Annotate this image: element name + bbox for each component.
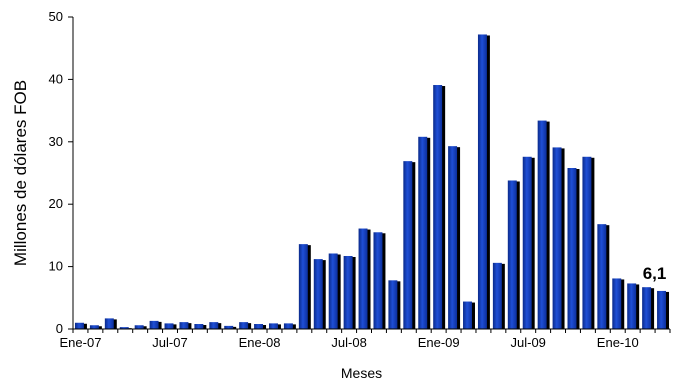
- bar: [298, 244, 308, 329]
- bar: [164, 323, 174, 329]
- x-tick-label: Jul-09: [511, 335, 546, 350]
- bar: [283, 323, 293, 329]
- bar: [463, 301, 472, 329]
- bar: [418, 136, 428, 329]
- bar: [537, 120, 547, 329]
- bar: [627, 283, 637, 329]
- bar: [582, 156, 592, 329]
- bar: [194, 324, 204, 329]
- bar: [134, 325, 144, 329]
- bar: [209, 322, 219, 329]
- y-tick-label: 30: [49, 134, 63, 149]
- bar: [492, 262, 502, 329]
- x-tick-label: Jul-07: [152, 335, 187, 350]
- bar: [224, 325, 234, 329]
- bar: [343, 255, 353, 329]
- labels-group: 6,1: [643, 264, 667, 283]
- bar: [358, 228, 368, 329]
- bar: [254, 324, 264, 329]
- y-tick-label: 40: [49, 71, 63, 86]
- bar: [612, 278, 622, 329]
- bar: [239, 322, 249, 329]
- bar: [313, 259, 323, 329]
- bar: [448, 146, 458, 329]
- bar: [522, 156, 532, 329]
- bar: [477, 34, 487, 330]
- bar: [74, 322, 84, 329]
- bar: [388, 280, 398, 329]
- x-tick-label: Ene-07: [60, 335, 102, 350]
- x-tick-label: Ene-08: [239, 335, 281, 350]
- y-tick-label: 50: [49, 9, 63, 24]
- bar: [328, 253, 338, 329]
- axes-group: 0 10 20 30 40 50 Ene-07 Jul-07 Ene-08 Jul-08 Ene-0…: [49, 9, 671, 350]
- bar: [119, 327, 129, 329]
- bar: [433, 85, 443, 330]
- bar: [373, 232, 383, 329]
- y-tick-label: 0: [56, 321, 63, 336]
- bar: [657, 290, 667, 329]
- bar-data-label: 6,1: [643, 264, 667, 283]
- bars-group: [74, 34, 670, 330]
- y-tick-label: 10: [49, 259, 63, 274]
- bar: [567, 168, 577, 329]
- y-tick-label: 20: [49, 196, 63, 211]
- bar: [507, 180, 517, 329]
- bar: [552, 147, 562, 329]
- y-axis-title: Millones de dólares FOB: [11, 80, 30, 266]
- bar: [597, 224, 607, 329]
- x-tick-label: Ene-09: [418, 335, 460, 350]
- bar: [642, 287, 652, 329]
- bar: [403, 161, 413, 329]
- bar: [269, 323, 278, 329]
- bar: [104, 318, 114, 329]
- x-tick-label: Jul-08: [331, 335, 366, 350]
- x-tick-label: Ene-10: [597, 335, 639, 350]
- bar: [179, 322, 189, 329]
- bar: [89, 325, 99, 329]
- x-axis-title: Meses: [341, 365, 382, 381]
- bar: [149, 320, 159, 329]
